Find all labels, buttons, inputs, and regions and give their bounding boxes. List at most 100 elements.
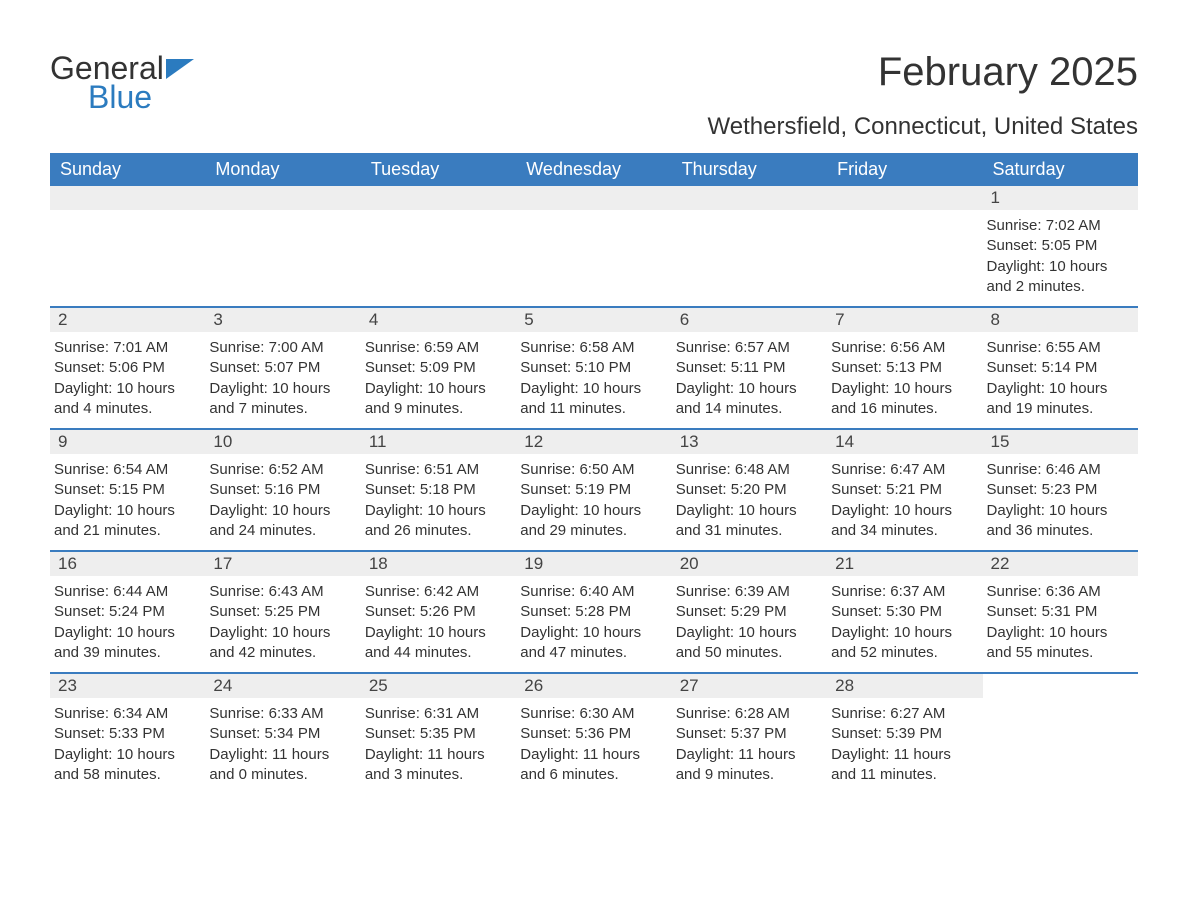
logo-text-blue: Blue (88, 79, 194, 116)
daylight-text: Daylight: 10 hours and 19 minutes. (987, 379, 1130, 420)
daylight-text: Daylight: 10 hours and 29 minutes. (520, 501, 663, 542)
sunrise-text: Sunrise: 7:01 AM (54, 338, 197, 358)
daylight-text: Daylight: 10 hours and 52 minutes. (831, 623, 974, 664)
sunrise-text: Sunrise: 6:58 AM (520, 338, 663, 358)
day-cell (50, 186, 205, 306)
day-details: Sunrise: 6:47 AMSunset: 5:21 PMDaylight:… (827, 454, 982, 549)
day-number: 19 (516, 552, 671, 576)
logo: General Blue (50, 50, 194, 116)
day-details: Sunrise: 6:44 AMSunset: 5:24 PMDaylight:… (50, 576, 205, 671)
sunset-text: Sunset: 5:13 PM (831, 358, 974, 378)
daylight-text: Daylight: 10 hours and 44 minutes. (365, 623, 508, 664)
daylight-text: Daylight: 11 hours and 3 minutes. (365, 745, 508, 786)
day-cell (672, 186, 827, 306)
daylight-text: Daylight: 11 hours and 6 minutes. (520, 745, 663, 786)
title-block: February 2025 Wethersfield, Connecticut,… (708, 50, 1138, 141)
day-number: 6 (672, 308, 827, 332)
sunrise-text: Sunrise: 6:39 AM (676, 582, 819, 602)
sunrise-text: Sunrise: 6:28 AM (676, 704, 819, 724)
sunrise-text: Sunrise: 6:48 AM (676, 460, 819, 480)
daylight-text: Daylight: 10 hours and 47 minutes. (520, 623, 663, 664)
month-title: February 2025 (708, 50, 1138, 95)
day-number: 24 (205, 674, 360, 698)
daylight-text: Daylight: 10 hours and 34 minutes. (831, 501, 974, 542)
daylight-text: Daylight: 10 hours and 36 minutes. (987, 501, 1130, 542)
day-number: 20 (672, 552, 827, 576)
day-cell (361, 186, 516, 306)
sunset-text: Sunset: 5:35 PM (365, 724, 508, 744)
day-details: Sunrise: 7:00 AMSunset: 5:07 PMDaylight:… (205, 332, 360, 427)
day-details: Sunrise: 6:56 AMSunset: 5:13 PMDaylight:… (827, 332, 982, 427)
day-cell: 1Sunrise: 7:02 AMSunset: 5:05 PMDaylight… (983, 186, 1138, 306)
week-row: 23Sunrise: 6:34 AMSunset: 5:33 PMDayligh… (50, 672, 1138, 794)
day-cell: 25Sunrise: 6:31 AMSunset: 5:35 PMDayligh… (361, 674, 516, 794)
day-cell: 24Sunrise: 6:33 AMSunset: 5:34 PMDayligh… (205, 674, 360, 794)
daylight-text: Daylight: 10 hours and 50 minutes. (676, 623, 819, 664)
day-header: Monday (205, 153, 360, 186)
day-cell (827, 186, 982, 306)
day-details: Sunrise: 6:48 AMSunset: 5:20 PMDaylight:… (672, 454, 827, 549)
day-number: 17 (205, 552, 360, 576)
day-number: 16 (50, 552, 205, 576)
sunset-text: Sunset: 5:39 PM (831, 724, 974, 744)
sunset-text: Sunset: 5:30 PM (831, 602, 974, 622)
day-number: 23 (50, 674, 205, 698)
daylight-text: Daylight: 11 hours and 9 minutes. (676, 745, 819, 786)
day-cell: 19Sunrise: 6:40 AMSunset: 5:28 PMDayligh… (516, 552, 671, 672)
daylight-text: Daylight: 10 hours and 2 minutes. (987, 257, 1130, 298)
day-cell: 27Sunrise: 6:28 AMSunset: 5:37 PMDayligh… (672, 674, 827, 794)
day-details: Sunrise: 6:39 AMSunset: 5:29 PMDaylight:… (672, 576, 827, 671)
day-number: 3 (205, 308, 360, 332)
sunrise-text: Sunrise: 6:51 AM (365, 460, 508, 480)
day-details: Sunrise: 6:27 AMSunset: 5:39 PMDaylight:… (827, 698, 982, 793)
day-details: Sunrise: 6:28 AMSunset: 5:37 PMDaylight:… (672, 698, 827, 793)
day-cell (983, 674, 1138, 794)
day-details: Sunrise: 6:50 AMSunset: 5:19 PMDaylight:… (516, 454, 671, 549)
daylight-text: Daylight: 11 hours and 0 minutes. (209, 745, 352, 786)
day-cell: 15Sunrise: 6:46 AMSunset: 5:23 PMDayligh… (983, 430, 1138, 550)
sunrise-text: Sunrise: 6:44 AM (54, 582, 197, 602)
sunrise-text: Sunrise: 6:59 AM (365, 338, 508, 358)
sunset-text: Sunset: 5:19 PM (520, 480, 663, 500)
sunrise-text: Sunrise: 6:37 AM (831, 582, 974, 602)
day-header: Wednesday (516, 153, 671, 186)
day-number: 1 (983, 186, 1138, 210)
day-number (672, 186, 827, 210)
day-cell: 9Sunrise: 6:54 AMSunset: 5:15 PMDaylight… (50, 430, 205, 550)
weeks-container: 1Sunrise: 7:02 AMSunset: 5:05 PMDaylight… (50, 186, 1138, 794)
sunrise-text: Sunrise: 6:27 AM (831, 704, 974, 724)
sunset-text: Sunset: 5:07 PM (209, 358, 352, 378)
day-number (50, 186, 205, 210)
daylight-text: Daylight: 10 hours and 26 minutes. (365, 501, 508, 542)
day-cell: 22Sunrise: 6:36 AMSunset: 5:31 PMDayligh… (983, 552, 1138, 672)
day-cell: 11Sunrise: 6:51 AMSunset: 5:18 PMDayligh… (361, 430, 516, 550)
day-cell: 20Sunrise: 6:39 AMSunset: 5:29 PMDayligh… (672, 552, 827, 672)
week-row: 9Sunrise: 6:54 AMSunset: 5:15 PMDaylight… (50, 428, 1138, 550)
sunset-text: Sunset: 5:34 PM (209, 724, 352, 744)
sunset-text: Sunset: 5:29 PM (676, 602, 819, 622)
day-cell: 5Sunrise: 6:58 AMSunset: 5:10 PMDaylight… (516, 308, 671, 428)
sunrise-text: Sunrise: 6:50 AM (520, 460, 663, 480)
day-details: Sunrise: 6:31 AMSunset: 5:35 PMDaylight:… (361, 698, 516, 793)
sunrise-text: Sunrise: 6:36 AM (987, 582, 1130, 602)
day-details: Sunrise: 6:36 AMSunset: 5:31 PMDaylight:… (983, 576, 1138, 671)
day-details: Sunrise: 6:51 AMSunset: 5:18 PMDaylight:… (361, 454, 516, 549)
sunrise-text: Sunrise: 6:55 AM (987, 338, 1130, 358)
sunset-text: Sunset: 5:28 PM (520, 602, 663, 622)
daylight-text: Daylight: 10 hours and 7 minutes. (209, 379, 352, 420)
sunset-text: Sunset: 5:09 PM (365, 358, 508, 378)
daylight-text: Daylight: 10 hours and 58 minutes. (54, 745, 197, 786)
day-details: Sunrise: 6:42 AMSunset: 5:26 PMDaylight:… (361, 576, 516, 671)
daylight-text: Daylight: 10 hours and 39 minutes. (54, 623, 197, 664)
sunset-text: Sunset: 5:15 PM (54, 480, 197, 500)
day-number: 12 (516, 430, 671, 454)
sunrise-text: Sunrise: 6:30 AM (520, 704, 663, 724)
day-cell: 10Sunrise: 6:52 AMSunset: 5:16 PMDayligh… (205, 430, 360, 550)
day-cell: 7Sunrise: 6:56 AMSunset: 5:13 PMDaylight… (827, 308, 982, 428)
day-number: 9 (50, 430, 205, 454)
sunset-text: Sunset: 5:21 PM (831, 480, 974, 500)
day-details: Sunrise: 6:54 AMSunset: 5:15 PMDaylight:… (50, 454, 205, 549)
day-headers-row: SundayMondayTuesdayWednesdayThursdayFrid… (50, 153, 1138, 186)
day-details: Sunrise: 6:30 AMSunset: 5:36 PMDaylight:… (516, 698, 671, 793)
logo-flag-icon (166, 59, 194, 79)
